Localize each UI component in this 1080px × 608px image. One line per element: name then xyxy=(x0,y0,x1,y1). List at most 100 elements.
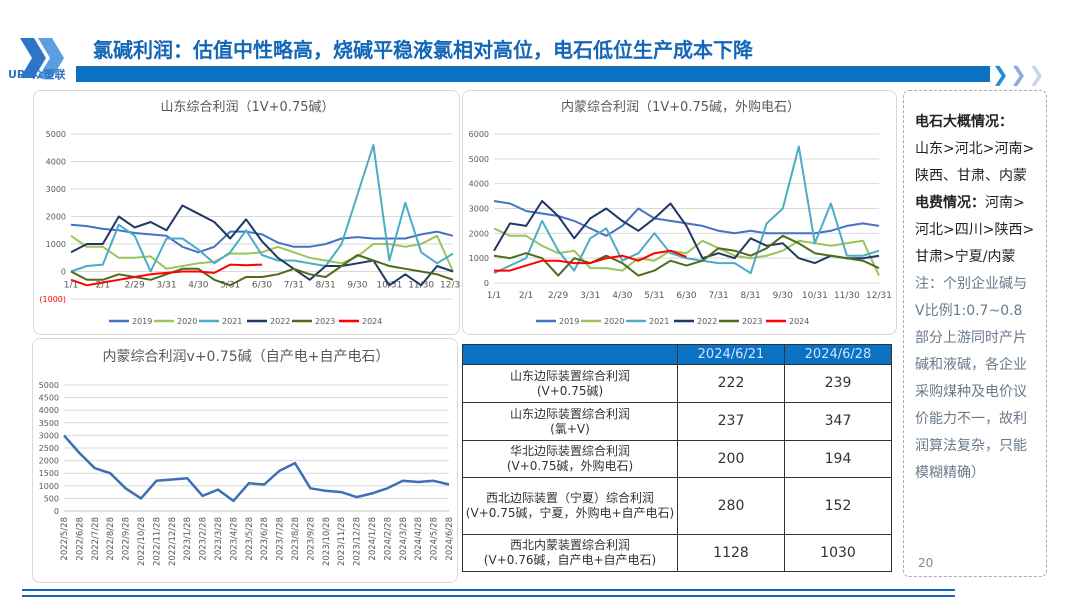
logo-text: UPA众塑联 xyxy=(8,68,66,81)
footer-line xyxy=(22,589,955,591)
y-tick-label: 3000 xyxy=(39,431,59,440)
y-tick-label: 5000 xyxy=(469,155,489,164)
x-tick-label: 2023/9/28 xyxy=(306,517,316,561)
table-header-blank xyxy=(462,344,678,365)
table-row: 华北边际装置综合利润 (V+0.75碱，外购电石) 200 194 xyxy=(462,440,892,478)
legend-label: 2024 xyxy=(362,317,382,326)
chart-shandong-profit: 山东综合利润（1V+0.75碱） (1000) 0 1000 2000 3000 4000 5… xyxy=(33,90,461,335)
legend-label: 2024 xyxy=(789,317,809,326)
x-tick-label: 2023/4/28 xyxy=(229,517,239,561)
x-tick-label: 2022/8/28 xyxy=(106,517,116,561)
series-line-2022 xyxy=(493,200,880,265)
y-tick-label: 1000 xyxy=(39,482,59,491)
table-header-date1: 2024/6/21 xyxy=(677,344,785,365)
row-sublabel: (氯+V) xyxy=(550,421,590,436)
x-tick-label: 12/31 xyxy=(440,281,461,291)
legend-label: 2019 xyxy=(132,317,152,326)
series-line-2021 xyxy=(70,144,454,273)
note-power-heading: 电费情况： xyxy=(915,195,985,211)
value-cell: 1030 xyxy=(784,534,892,572)
x-tick-label: 5/31 xyxy=(644,291,664,301)
chevron-right-icon: ❯ xyxy=(1010,62,1027,86)
x-tick-label: 8/31 xyxy=(316,281,336,291)
y-tick-label: 2500 xyxy=(39,444,59,453)
row-label: 西北边际装置（宁夏）综合利润 xyxy=(485,491,654,505)
legend-label: 2021 xyxy=(649,317,669,326)
footer-line xyxy=(22,595,955,597)
row-label: 西北内蒙装置综合利润 xyxy=(509,538,630,552)
series-line-2022 xyxy=(70,204,454,287)
series-line-profit xyxy=(63,434,450,503)
title-bar xyxy=(76,66,990,82)
row-label: 华北边际装置综合利润 xyxy=(509,444,630,458)
legend-label: 2021 xyxy=(222,317,242,326)
row-sublabel: (V+0.75碱，宁夏，外购电+自产电石) xyxy=(465,506,675,520)
row-label: 山东边际装置综合利润 xyxy=(509,368,630,383)
x-tick-label: 2023/12/28 xyxy=(353,517,363,566)
y-tick-label: 2000 xyxy=(39,457,59,466)
note-remark: 注：个别企业碱与V比例1:0.7~0.8部分上游同时产片碱和液碱，各企业采购煤种… xyxy=(915,276,1027,481)
x-tick-label: 2023/11/28 xyxy=(337,517,347,566)
table-row: 山东边际装置综合利润 (V+0.75碱) 222 239 xyxy=(462,364,892,403)
x-tick-label: 3/31 xyxy=(156,281,176,291)
y-tick-label: 1500 xyxy=(39,469,59,478)
chart-neimeng-purchased-carbide-profit: 内蒙综合利润（1V+0.75碱，外购电石） 0 1000 2000 3000 4000 50… xyxy=(462,90,897,335)
chevron-right-icon: ❯ xyxy=(992,62,1009,86)
x-tick-label: 2/1 xyxy=(96,281,110,291)
chevron-right-icon: ❯ xyxy=(1028,62,1045,86)
page-title: 氯碱利润：估值中性略高，烧碱平稳液氯相对高位，电石低位生产成本下降 xyxy=(93,38,753,62)
value-cell: 152 xyxy=(784,477,892,535)
x-tick-label: 2023/5/28 xyxy=(245,517,255,561)
series-line-2024 xyxy=(70,263,263,287)
x-tick-label: 6/30 xyxy=(676,291,696,301)
legend-label: 2022 xyxy=(697,317,717,326)
x-tick-label: 2022/12/28 xyxy=(168,517,178,566)
page-number: 20 xyxy=(918,556,934,570)
x-tick-label: 2/29 xyxy=(125,281,145,291)
x-tick-label: 2023/3/28 xyxy=(214,517,224,561)
legend-label: 2023 xyxy=(742,317,762,326)
legend-label: 2019 xyxy=(559,317,579,326)
note-carbide-text: 山东>河北>河南>陕西、甘肃、内蒙 xyxy=(915,141,1035,184)
row-label: 山东边际装置综合利润 xyxy=(509,406,630,421)
x-tick-label: 4/30 xyxy=(612,291,632,301)
x-tick-label: 9/30 xyxy=(347,281,367,291)
y-tick-label: 3000 xyxy=(46,185,66,194)
y-tick-label: 5000 xyxy=(39,381,59,390)
x-tick-label: 2023/1/28 xyxy=(183,517,193,561)
x-tick-label: 11/30 xyxy=(834,291,860,301)
x-tick-label: 2023/2/28 xyxy=(199,517,209,561)
note-box: 电石大概情况： 山东>河北>河南>陕西、甘肃、内蒙 电费情况：河南>河北>四川>… xyxy=(903,90,1047,577)
series-line-2024 xyxy=(494,249,687,272)
x-tick-label: 2024/5/28 xyxy=(430,517,440,561)
legend-label: 2023 xyxy=(315,317,335,326)
table-row: 西北内蒙装置综合利润 (V+0.76碱，自产电+自产电石) 1128 1030 xyxy=(462,534,892,572)
series-line-2023 xyxy=(493,234,880,277)
chart-title: 内蒙综合利润v+0.75碱（自产电+自产电石） xyxy=(103,349,390,365)
y-tick-label: 500 xyxy=(44,494,59,503)
x-tick-label: 2023/6/28 xyxy=(260,517,270,561)
value-cell: 194 xyxy=(784,440,892,478)
value-cell: 239 xyxy=(784,364,892,403)
x-tick-label: 2/29 xyxy=(548,291,568,301)
x-tick-label: 2024/4/28 xyxy=(414,517,424,561)
x-tick-label: 8/31 xyxy=(741,291,761,301)
x-tick-label: 2024/6/28 xyxy=(445,517,455,561)
y-tick-label: 1000 xyxy=(46,240,66,249)
chart-title: 山东综合利润（1V+0.75碱） xyxy=(160,100,334,115)
note-power-text: 河南>河北>四川>陕西>甘肃>宁夏/内蒙 xyxy=(915,195,1035,265)
series-line-2020 xyxy=(70,234,454,272)
table-row: 山东边际装置综合利润 (氯+V) 237 347 xyxy=(462,402,892,441)
y-tick-label: 2000 xyxy=(46,213,66,222)
table-header-date2: 2024/6/28 xyxy=(784,344,892,365)
x-tick-label: 2024/1/28 xyxy=(368,517,378,561)
row-sublabel: (V+0.75碱，外购电石) xyxy=(506,459,634,473)
x-tick-label: 2022/9/28 xyxy=(122,517,132,561)
y-tick-label: 4000 xyxy=(46,158,66,167)
x-tick-label: 7/31 xyxy=(284,281,304,291)
x-tick-label: 2023/10/28 xyxy=(322,517,332,566)
x-tick-label: 10/31 xyxy=(802,291,828,301)
x-tick-label: 2023/7/28 xyxy=(276,517,286,561)
x-tick-label: 2023/8/28 xyxy=(291,517,301,561)
x-tick-label: 1/1 xyxy=(487,291,501,301)
